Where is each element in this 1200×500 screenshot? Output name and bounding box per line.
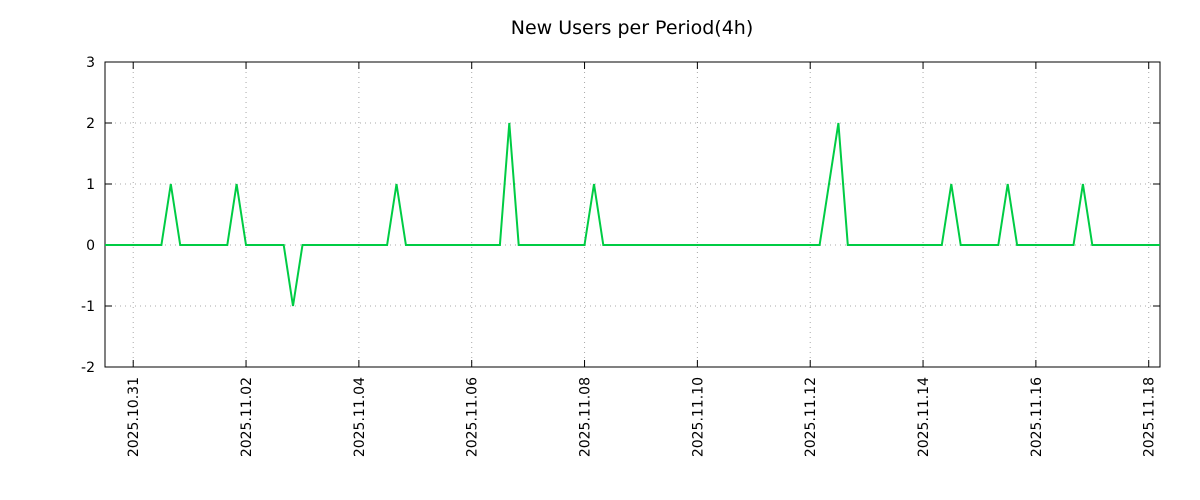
axis-layer: 2025.10.31 2025.11.02 2025.11.04 2025.11.06… — [81, 55, 1161, 457]
y-tick-label: 1 — [86, 177, 95, 193]
x-tick-label: 2025.11.18 — [1142, 377, 1158, 457]
y-tick-label: 2 — [86, 116, 95, 132]
y-tick-label: -2 — [81, 360, 95, 376]
y-tick-label: 3 — [86, 55, 95, 71]
plot-border — [104, 61, 1161, 368]
x-tick-label: 2025.11.16 — [1029, 377, 1045, 457]
chart-title: New Users per Period(4h) — [511, 17, 754, 39]
x-tick-label: 2025.11.08 — [578, 377, 594, 457]
x-tick-label: 2025.11.14 — [916, 377, 932, 457]
series-line — [105, 122, 1160, 307]
x-tick-label: 2025.11.06 — [465, 377, 481, 457]
x-tick-label: 2025.10.31 — [126, 377, 142, 457]
y-tick-label: -1 — [81, 299, 95, 315]
x-tick-label: 2025.11.02 — [239, 377, 255, 457]
x-tick-label: 2025.11.12 — [803, 377, 819, 457]
grid-layer — [105, 61, 1160, 368]
x-tick-label: 2025.11.10 — [690, 377, 706, 457]
series-layer — [105, 122, 1160, 307]
y-tick-label: 0 — [86, 238, 95, 254]
x-tick-label: 2025.11.04 — [352, 377, 368, 457]
